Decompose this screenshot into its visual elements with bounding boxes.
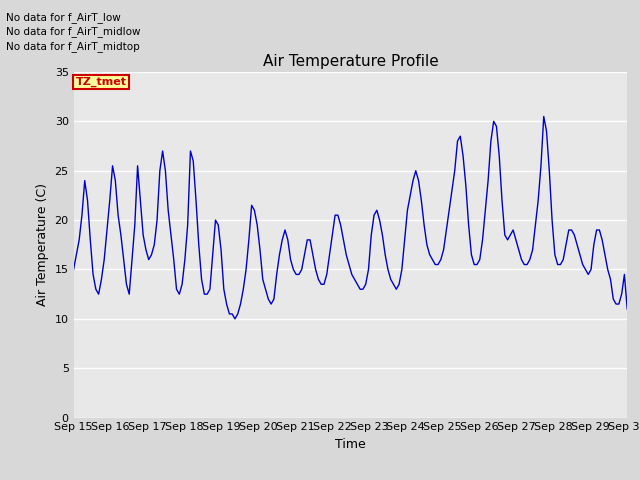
X-axis label: Time: Time bbox=[335, 438, 366, 451]
Text: TZ_tmet: TZ_tmet bbox=[76, 77, 127, 87]
Text: No data for f_AirT_low: No data for f_AirT_low bbox=[6, 12, 121, 23]
Title: Air Temperature Profile: Air Temperature Profile bbox=[262, 54, 438, 70]
Text: No data for f_AirT_midlow: No data for f_AirT_midlow bbox=[6, 26, 141, 37]
Text: No data for f_AirT_midtop: No data for f_AirT_midtop bbox=[6, 41, 140, 52]
Y-axis label: Air Temperature (C): Air Temperature (C) bbox=[36, 183, 49, 306]
